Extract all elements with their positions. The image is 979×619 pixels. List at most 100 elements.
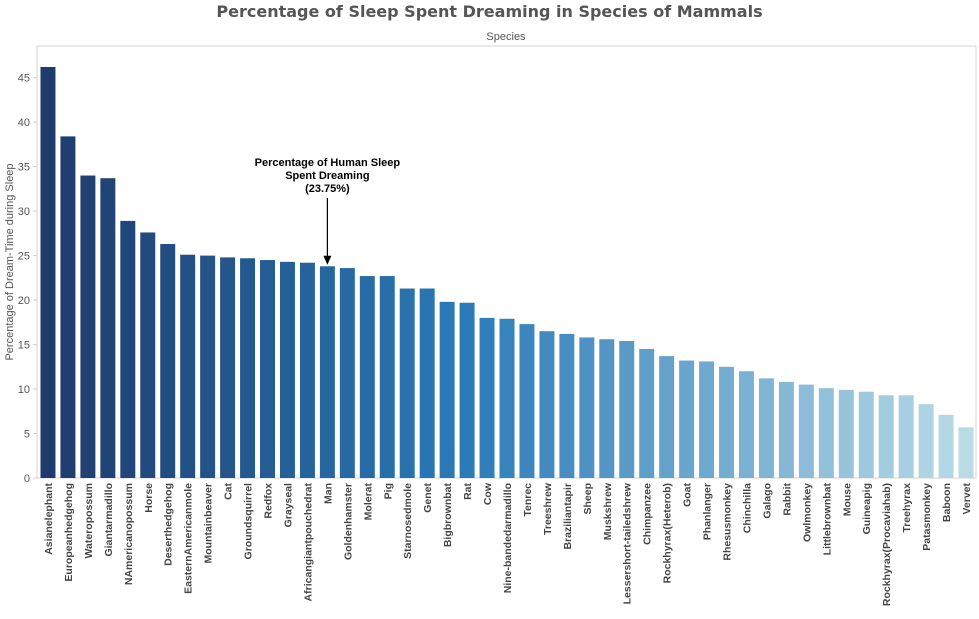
bar-man[interactable] xyxy=(319,266,335,478)
category-label: Patasmonkey xyxy=(921,483,933,551)
bar-starnosedmole[interactable] xyxy=(399,288,415,478)
bar-tenrec[interactable] xyxy=(519,324,535,478)
category-label: Wateropossum xyxy=(83,483,95,558)
bar-asianelephant[interactable] xyxy=(40,67,56,478)
y-tick-label: 10 xyxy=(18,384,30,396)
category-label: NAmericanopossum xyxy=(123,483,135,585)
bar-deserthedgehog[interactable] xyxy=(160,244,176,478)
category-label: Chimpanzee xyxy=(642,483,654,545)
bar-littlebrownbat[interactable] xyxy=(818,388,834,478)
bar-redfox[interactable] xyxy=(260,260,275,478)
category-label: Rat xyxy=(462,482,474,499)
category-label: Rabbit xyxy=(781,483,793,516)
annotation-line: Percentage of Human Sleep xyxy=(255,157,401,169)
category-label: Starnosedmole xyxy=(402,483,414,559)
bar-genet[interactable] xyxy=(419,288,435,478)
category-label: Littlebrownbat xyxy=(821,482,833,555)
bar-horse[interactable] xyxy=(140,232,156,478)
category-label: EasternAmericanmole xyxy=(183,483,195,594)
category-label: Owlmonkey xyxy=(801,483,813,542)
bar-muskshrew[interactable] xyxy=(599,339,615,478)
bar-rhesusmonkey[interactable] xyxy=(719,366,735,478)
bar-rockhyrax-procaviahab-[interactable] xyxy=(878,395,894,478)
bar-goldenhamster[interactable] xyxy=(339,268,355,478)
bar-mouse[interactable] xyxy=(838,389,854,478)
category-label: Pig xyxy=(382,483,394,499)
category-label: Deserthedgehog xyxy=(163,483,175,566)
annotation-line: Spent Dreaming xyxy=(285,170,369,182)
y-tick-label: 40 xyxy=(18,117,30,129)
bar-mountainbeaver[interactable] xyxy=(200,255,216,478)
category-label: Galago xyxy=(761,483,773,519)
bar-galago[interactable] xyxy=(758,378,774,478)
bar-cow[interactable] xyxy=(479,317,495,478)
bar-giantarmadillo[interactable] xyxy=(100,178,116,478)
category-label: Treeshrew xyxy=(542,482,554,535)
bar-wateropossum[interactable] xyxy=(80,175,96,478)
category-label: Redfox xyxy=(263,483,275,519)
category-label: Europeanhedgehog xyxy=(63,483,75,582)
bar-braziliantapir[interactable] xyxy=(559,333,575,478)
bar-molerat[interactable] xyxy=(359,276,375,478)
bar-bigbrownbat[interactable] xyxy=(439,301,455,478)
category-label: Asianelephant xyxy=(43,483,55,555)
bar-lessershort-tailedshrew[interactable] xyxy=(619,341,635,478)
category-label: Tenrec xyxy=(522,483,534,517)
bar-namericanopossum[interactable] xyxy=(120,220,136,479)
category-label: Mouse xyxy=(841,483,853,516)
y-tick-label: 30 xyxy=(18,206,30,218)
bar-chimpanzee[interactable] xyxy=(639,349,655,478)
bars-group xyxy=(40,67,974,479)
x-axis-category-labels: Asianelephant Europeanhedgehog Wateropossu… xyxy=(43,482,973,606)
category-label: Horse xyxy=(143,483,155,513)
category-label: Grayseal xyxy=(282,483,294,527)
y-axis-title: Percentage of Dream-Time during Sleep xyxy=(4,163,16,360)
bar-easternamericanmole[interactable] xyxy=(180,254,196,478)
bar-phanlanger[interactable] xyxy=(699,361,715,478)
y-tick-label: 45 xyxy=(18,73,30,85)
category-label: Chinchilla xyxy=(741,483,753,533)
bar-grayseal[interactable] xyxy=(279,261,295,478)
bar-europeanhedgehog[interactable] xyxy=(60,136,76,478)
y-tick-label: 25 xyxy=(18,251,30,263)
bar-africangiantpouchedrat[interactable] xyxy=(299,262,315,478)
bar-rockhyrax-heterob-[interactable] xyxy=(659,356,675,478)
chart-title: Percentage of Sleep Spent Dreaming in Sp… xyxy=(216,2,763,21)
category-label: Africangiantpouchedrat xyxy=(302,483,314,602)
y-tick-label: 20 xyxy=(18,295,30,307)
bar-treehyrax[interactable] xyxy=(898,395,914,478)
category-label: Phanlanger xyxy=(702,483,714,540)
category-label: Rhesusmonkey xyxy=(722,483,734,561)
category-label: Baboon xyxy=(941,483,953,522)
bar-owlmonkey[interactable] xyxy=(798,384,814,478)
bar-pig[interactable] xyxy=(379,276,395,478)
category-label: Man xyxy=(322,483,334,504)
bar-sheep[interactable] xyxy=(579,337,595,478)
bar-vervet[interactable] xyxy=(958,427,974,478)
bar-baboon[interactable] xyxy=(938,414,954,478)
y-tick-label: 35 xyxy=(18,162,30,174)
category-label: Goldenhamster xyxy=(342,483,354,560)
category-label: Groundsquirrel xyxy=(243,483,255,560)
category-label: Rockhyrax(Procaviahab) xyxy=(881,483,893,606)
category-label: Goat xyxy=(682,483,694,507)
bar-rat[interactable] xyxy=(459,302,475,478)
bar-guineapig[interactable] xyxy=(858,391,874,478)
category-label: Cat xyxy=(223,482,235,499)
bar-groundsquirrel[interactable] xyxy=(240,258,256,478)
category-label: Nine-bandedarmadillo xyxy=(502,483,514,593)
category-label: Treehyrax xyxy=(901,483,913,533)
category-label: Sheep xyxy=(582,483,594,515)
category-label: Cow xyxy=(482,482,494,505)
bar-treeshrew[interactable] xyxy=(539,331,555,478)
bar-nine-bandedarmadillo[interactable] xyxy=(499,318,515,478)
category-label: Giantarmadillo xyxy=(103,483,115,557)
bar-patasmonkey[interactable] xyxy=(918,404,934,478)
bar-chinchilla[interactable] xyxy=(739,371,754,478)
category-label: Braziliantapir xyxy=(562,483,574,550)
bar-rabbit[interactable] xyxy=(778,381,794,478)
bar-cat[interactable] xyxy=(220,257,236,478)
category-label: Guineapig xyxy=(861,483,873,534)
bar-goat[interactable] xyxy=(679,360,695,478)
